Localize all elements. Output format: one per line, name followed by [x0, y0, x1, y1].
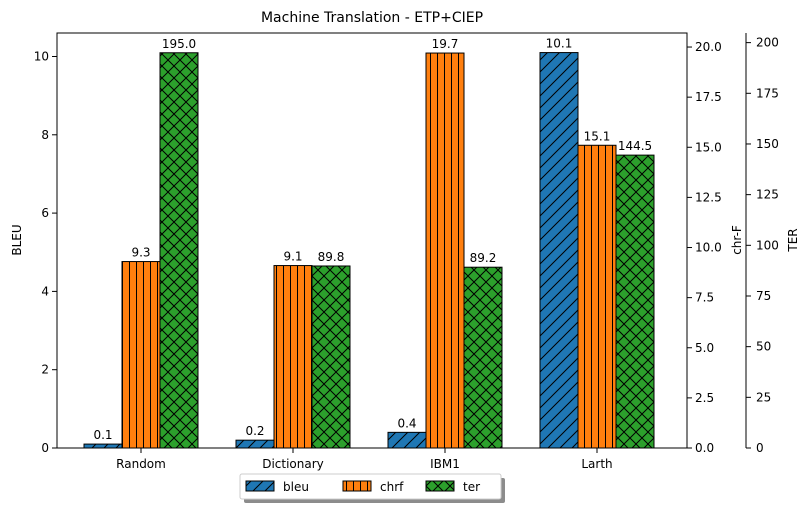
- chart-title: Machine Translation - ETP+CIEP: [261, 10, 483, 26]
- bleu-tick-label: 0: [41, 441, 49, 455]
- bleu-tick-label: 4: [41, 284, 49, 298]
- bar-hatch-bleu-random: [83, 443, 123, 449]
- ter-axis-label: TER: [786, 228, 800, 252]
- bar-hatch-chrf-random: [121, 261, 161, 449]
- ter-tick-label: 150: [756, 137, 779, 151]
- chrf-tick-label: 0.0: [695, 441, 714, 455]
- bar-hatch-chrf-dictionary: [273, 265, 313, 449]
- legend-swatch-hatch-ter: [425, 480, 455, 492]
- data-label-bleu-random: 0.1: [93, 428, 112, 442]
- x-tick-label-dictionary: Dictionary: [262, 457, 324, 471]
- legend-label-ter: ter: [463, 480, 480, 494]
- ter-tick-label: 25: [756, 390, 771, 404]
- bar-hatch-bleu-larth: [539, 52, 579, 449]
- bar-hatch-bleu-ibm1: [387, 431, 427, 449]
- data-label-ter-random: 195.0: [162, 37, 196, 51]
- bleu-axis: 0 2 4 6 8 10: [34, 49, 57, 455]
- bar-hatch-ter-ibm1: [463, 266, 503, 449]
- data-label-chrf-dictionary: 9.1: [283, 250, 302, 264]
- data-label-ter-dictionary: 89.8: [318, 250, 345, 264]
- ter-tick-label: 75: [756, 289, 771, 303]
- data-label-bleu-larth: 10.1: [546, 37, 573, 51]
- bar-hatch-ter-random: [159, 52, 199, 449]
- ter-tick-label: 0: [756, 441, 764, 455]
- ter-tick-label: 50: [756, 340, 771, 354]
- ter-tick-label: 125: [756, 188, 779, 202]
- bleu-tick-label: 6: [41, 206, 49, 220]
- x-tick-label-random: Random: [116, 457, 166, 471]
- legend-swatch-hatch-chrf: [342, 480, 372, 492]
- bleu-axis-label: BLEU: [10, 224, 24, 255]
- chrf-tick-label: 7.5: [695, 291, 714, 305]
- ter-tick-label: 175: [756, 86, 779, 100]
- bar-hatch-bleu-dictionary: [235, 439, 275, 449]
- chrf-tick-label: 20.0: [695, 40, 722, 54]
- bar-hatch-ter-larth: [615, 154, 655, 449]
- x-tick-label-larth: Larth: [581, 457, 612, 471]
- x-tick-label-ibm1: IBM1: [430, 457, 460, 471]
- data-label-ter-larth: 144.5: [618, 139, 652, 153]
- chrf-axis-label: chr-F: [730, 225, 744, 255]
- ter-tick-label: 200: [756, 36, 779, 50]
- ter-axis: 0 25 50 75 100 125 150 175 200: [746, 36, 779, 455]
- plot-frame: [56, 32, 688, 449]
- chrf-tick-label: 17.5: [695, 90, 722, 104]
- data-label-bleu-dictionary: 0.2: [245, 424, 264, 438]
- data-label-chrf-random: 9.3: [131, 246, 150, 260]
- legend-label-bleu: bleu: [283, 480, 309, 494]
- legend-label-chrf: chrf: [380, 480, 404, 494]
- data-label-chrf-ibm1: 19.7: [432, 37, 459, 51]
- bar-labels-group: 0.1 0.2 0.4 10.1 9.3 9.1 19.7 15.1 195.0 89.8 89.2…: [93, 37, 652, 443]
- bar-hatch-ter-dictionary: [311, 265, 351, 449]
- bleu-tick-label: 10: [34, 49, 49, 63]
- data-label-bleu-ibm1: 0.4: [397, 416, 416, 430]
- bar-hatch-chrf-larth: [577, 144, 617, 449]
- chrf-tick-label: 12.5: [695, 190, 722, 204]
- x-axis: Random Dictionary IBM1 Larth: [116, 448, 613, 471]
- legend: bleu chrf ter: [239, 473, 505, 503]
- chrf-tick-label: 2.5: [695, 391, 714, 405]
- ter-tick-label: 100: [756, 238, 779, 252]
- bleu-tick-label: 2: [41, 363, 49, 377]
- chrf-tick-label: 10.0: [695, 241, 722, 255]
- bar-hatch-chrf-ibm1: [425, 52, 465, 449]
- data-label-ter-ibm1: 89.2: [470, 251, 497, 265]
- chrf-axis: 0.0 2.5 5.0 7.5 10.0 12.5 15.0 17.5 20.0: [687, 40, 722, 455]
- legend-swatch-hatch-bleu: [245, 480, 275, 492]
- chrf-tick-label: 15.0: [695, 140, 722, 154]
- chrf-tick-label: 5.0: [695, 341, 714, 355]
- data-label-chrf-larth: 15.1: [584, 129, 611, 143]
- bleu-tick-label: 8: [41, 128, 49, 142]
- bars-group: [83, 52, 655, 449]
